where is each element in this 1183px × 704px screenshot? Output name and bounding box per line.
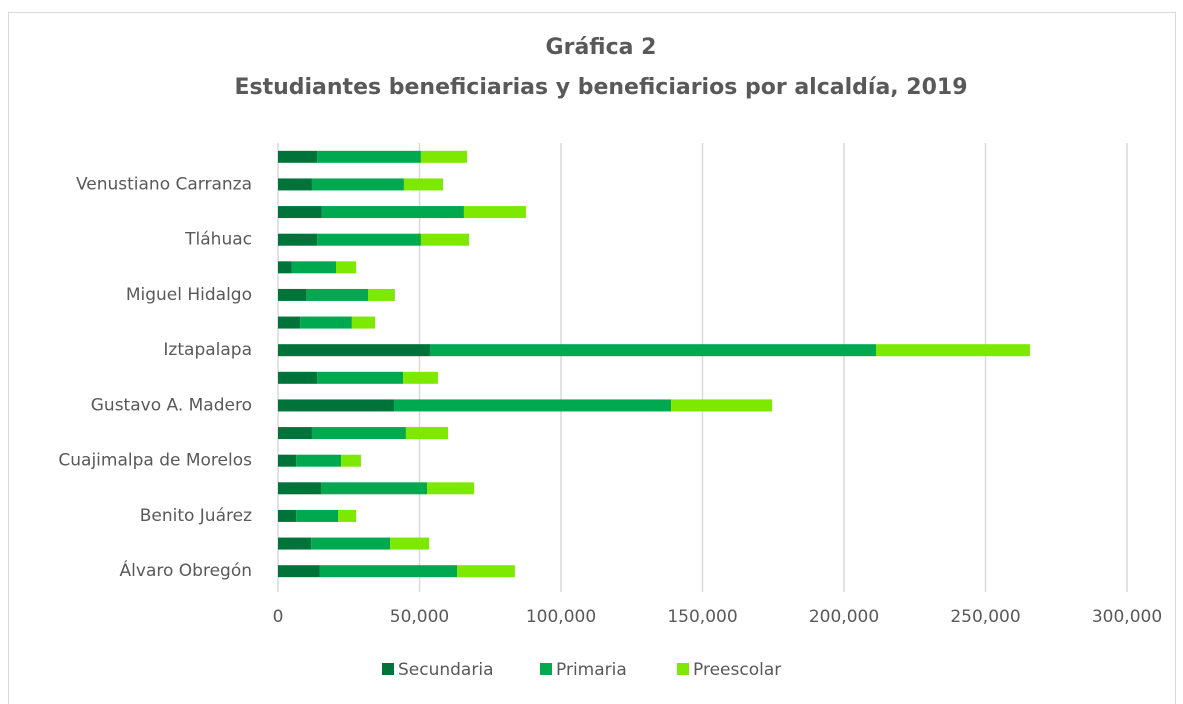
bar-segment — [367, 288, 395, 301]
bar-segment — [291, 261, 337, 274]
bar-segment — [420, 150, 468, 163]
bar-segment — [427, 482, 475, 495]
bar-segment — [278, 537, 312, 550]
legend-swatch — [382, 663, 394, 675]
y-tick-label: Tláhuac — [184, 230, 252, 250]
legend-swatch — [540, 663, 552, 675]
bar-segment — [351, 316, 376, 329]
bar-segment — [311, 537, 391, 550]
legend-label: Preescolar — [693, 660, 781, 680]
legend-swatch — [677, 663, 689, 675]
bar-segment — [278, 206, 322, 219]
chart-title: Gráfica 2 — [546, 35, 657, 60]
bar-segment — [463, 206, 526, 219]
y-tick-label: Venustiano Carranza — [76, 174, 252, 194]
y-tick-label: Iztapalapa — [163, 340, 252, 360]
y-tick-label: Álvaro Obregón — [120, 559, 252, 581]
bar-segment — [341, 454, 361, 467]
bar-segment — [311, 178, 404, 191]
bar-segment — [429, 344, 876, 357]
bar-segment — [420, 233, 470, 246]
x-tick-label: 100,000 — [526, 607, 596, 627]
bar-segment — [278, 427, 312, 440]
legend-label: Secundaria — [398, 660, 493, 680]
x-tick-label: 50,000 — [390, 607, 449, 627]
bar-segment — [671, 399, 773, 412]
bar-segment — [336, 261, 357, 274]
y-tick-label: Gustavo A. Madero — [91, 395, 252, 415]
bar-segment — [296, 509, 338, 522]
y-tick-label: Miguel Hidalgo — [126, 285, 252, 305]
bar-segment — [278, 344, 430, 357]
bar-segment — [317, 150, 421, 163]
bar-segment — [311, 427, 406, 440]
bar-segment — [394, 399, 672, 412]
bar-segment — [278, 150, 318, 163]
bar-segment — [405, 427, 449, 440]
bar-segment — [278, 454, 297, 467]
bar-segment — [300, 316, 352, 329]
y-tick-label: Cuajimalpa de Morelos — [58, 451, 252, 471]
bar-segment — [278, 371, 318, 384]
bar-segment — [278, 233, 318, 246]
bar-segment — [278, 509, 297, 522]
bar-segment — [317, 371, 404, 384]
legend-label: Primaria — [556, 660, 627, 680]
bar-segment — [875, 344, 1030, 357]
bar-segment — [306, 288, 368, 301]
bar-segment — [390, 537, 430, 550]
bar-segment — [317, 233, 421, 246]
chart-subtitle: Estudiantes beneficiarias y beneficiario… — [234, 75, 967, 100]
bar-segment — [296, 454, 342, 467]
bar-segment — [278, 565, 320, 578]
bar-segment — [403, 178, 443, 191]
x-tick-label: 250,000 — [950, 607, 1020, 627]
bar-segment — [337, 509, 357, 522]
bar-segment — [278, 261, 292, 274]
bar-segment — [321, 206, 464, 219]
bar-segment — [403, 371, 438, 384]
bar-segment — [319, 565, 458, 578]
bar-segment — [457, 565, 515, 578]
bar-segment — [278, 482, 322, 495]
x-tick-label: 300,000 — [1092, 607, 1162, 627]
bar-segment — [321, 482, 428, 495]
chart-frame — [8, 12, 1176, 704]
bar-segment — [278, 288, 307, 301]
y-tick-label: Benito Juárez — [140, 506, 252, 526]
bar-segment — [278, 178, 312, 191]
bar-segment — [278, 399, 395, 412]
x-tick-label: 150,000 — [667, 607, 737, 627]
x-tick-label: 200,000 — [809, 607, 879, 627]
bar-segment — [278, 316, 301, 329]
x-tick-label: 0 — [273, 607, 284, 627]
